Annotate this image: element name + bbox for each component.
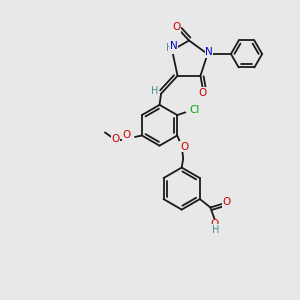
Text: O: O: [211, 219, 219, 229]
Text: O: O: [199, 88, 207, 98]
Text: H: H: [212, 225, 219, 235]
Text: N: N: [170, 41, 178, 51]
Text: Cl: Cl: [189, 105, 200, 115]
Text: O: O: [123, 130, 131, 140]
Text: H: H: [166, 43, 173, 53]
Text: H: H: [151, 86, 158, 96]
Text: O: O: [222, 197, 230, 207]
Text: N: N: [205, 47, 213, 58]
Text: O: O: [111, 134, 120, 144]
Text: O: O: [180, 142, 188, 152]
Text: O: O: [172, 22, 181, 32]
